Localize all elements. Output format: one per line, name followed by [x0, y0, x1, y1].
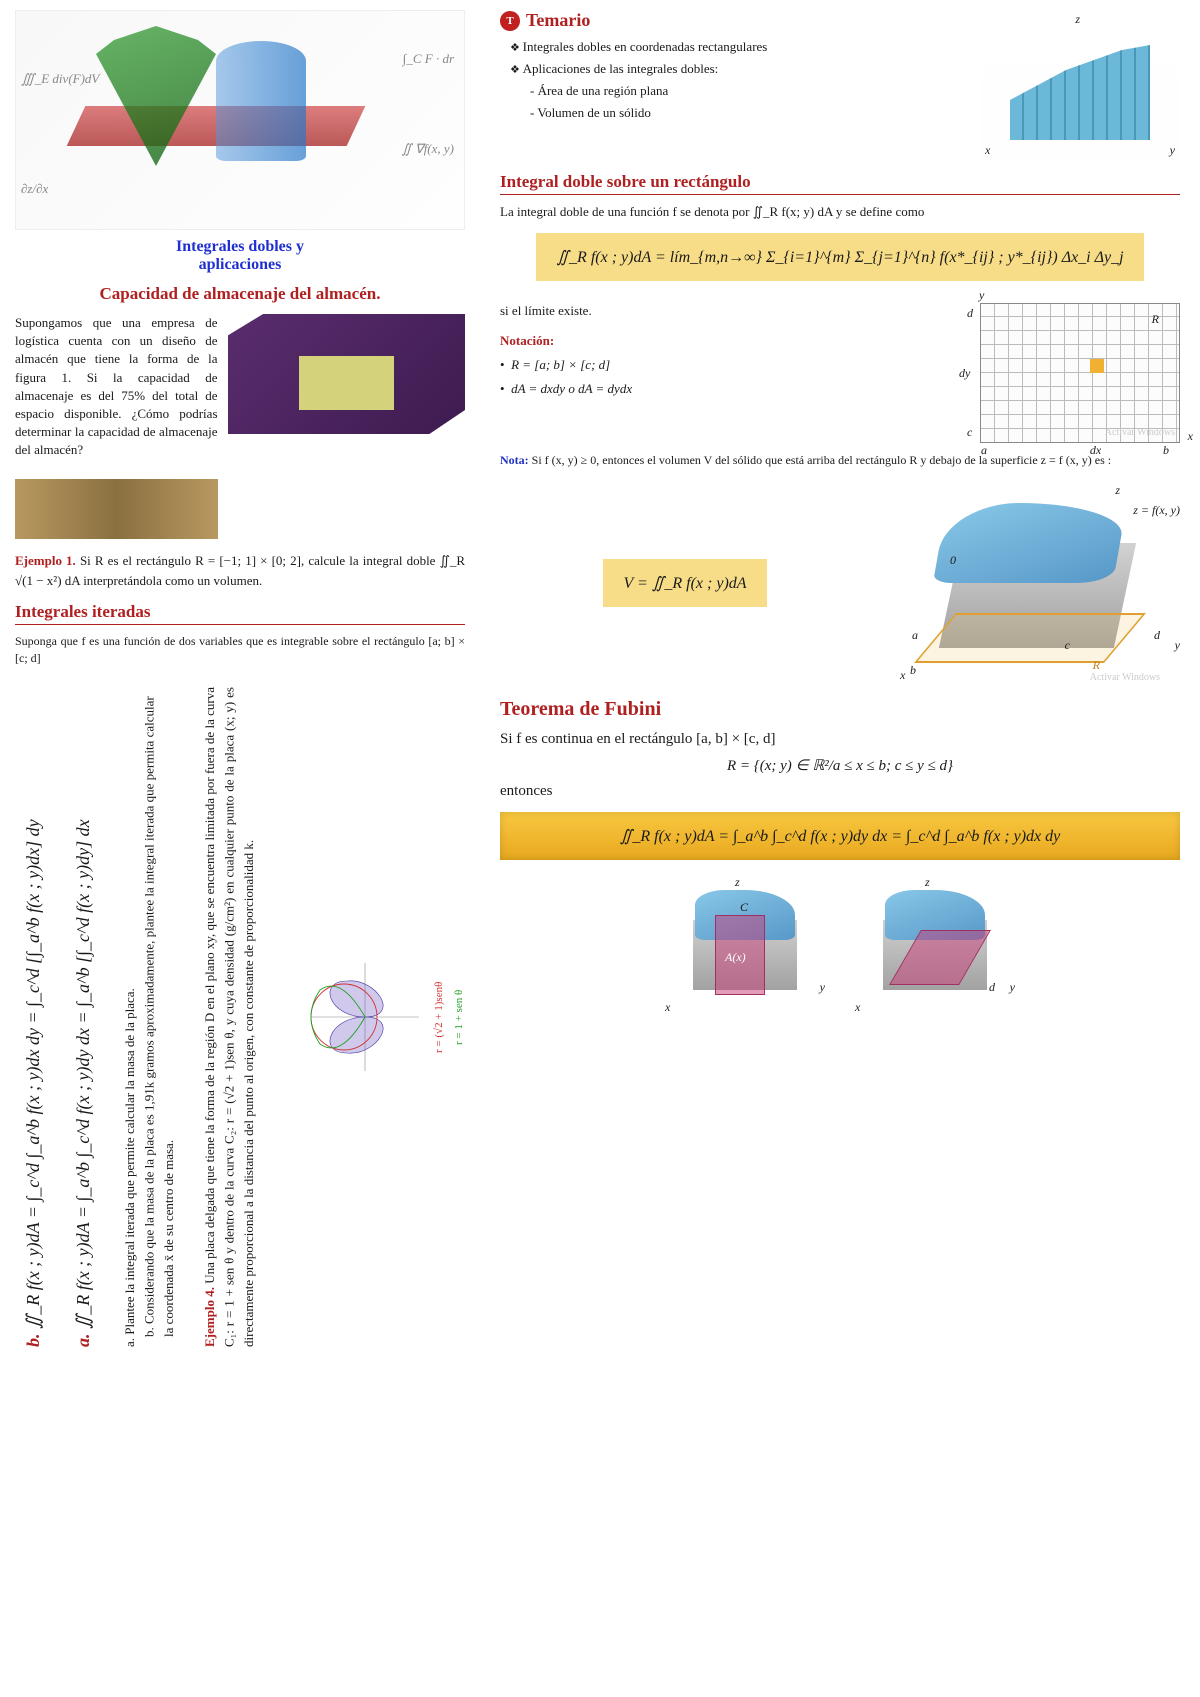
temario-heading: T Temario — [500, 10, 960, 31]
rotated-section: b. ∬_R f(x ; y)dA = ∫_c^d ∫_a^b f(x ; y)… — [15, 677, 465, 1357]
integral-doble-title: Integral doble sobre un rectángulo — [500, 172, 1180, 195]
header-3d-figure: ∭_E div(F)dV ∫_C F · dr ∬ ∇f(x, y) ∂z/∂x — [15, 10, 465, 230]
riemann-sum-figure: z y x — [980, 10, 1180, 160]
example-4-parts-column: a. Plantee la integral iterada que permi… — [115, 677, 195, 1357]
right-column: T Temario Integrales dobles en coordenad… — [480, 0, 1200, 1367]
slice-figure-x: C A(x) z x y — [665, 875, 825, 1015]
page-root: ∭_E div(F)dV ∫_C F · dr ∬ ∇f(x, y) ∂z/∂x… — [0, 0, 1200, 1367]
integral-doble-intro: La integral doble de una función f se de… — [500, 203, 1180, 221]
formula-a: ∬_R f(x ; y)dA = ∫_a^b ∫_c^d f(x ; y)dy … — [73, 819, 93, 1329]
purple-building-shape — [228, 314, 466, 434]
riemann-formula: ∬_R f(x ; y)dA = lím_{m,n→∞} Σ_{i=1}^{m}… — [536, 233, 1143, 281]
temario-item-2: Aplicaciones de las integrales dobles: — [510, 61, 960, 77]
temario-block: T Temario Integrales dobles en coordenad… — [500, 10, 960, 127]
notacion-title: Notación: — [500, 333, 960, 349]
partial-label: ∂z/∂x — [21, 181, 48, 197]
volume-row: V = ∬_R f(x ; y)dA z z = f(x, y) a b c d… — [500, 483, 1180, 683]
temario-row: T Temario Integrales dobles en coordenad… — [500, 10, 1180, 160]
fubini-setdef: R = {(x; y) ∈ ℝ²/a ≤ x ≤ b; c ≤ y ≤ d} — [500, 756, 1180, 775]
nota-text: Si f (x, y) ≥ 0, entonces el volumen V d… — [532, 453, 1111, 467]
temario-list: Integrales dobles en coordenadas rectang… — [500, 39, 960, 121]
fubini-formula: ∬_R f(x ; y)dA = ∫_a^b ∫_c^d f(x ; y)dy … — [500, 812, 1180, 860]
warehouse-figure — [228, 314, 466, 474]
example-4-part-b: b. Considerando que la masa de la placa … — [140, 687, 179, 1337]
riemann-bars-shape — [1010, 40, 1150, 140]
temario-sub-1: Área de una región plana — [510, 83, 960, 99]
notation-row: si el límite existe. Notación: • R = [a;… — [500, 303, 1180, 443]
notacion-1: • R = [a; b] × [c; d] — [500, 357, 960, 373]
nota-block: Nota: Si f (x, y) ≥ 0, entonces el volum… — [500, 453, 1180, 468]
example-4-label: Ejemplo 4. — [202, 1287, 217, 1347]
volume-formula: V = ∬_R f(x ; y)dA — [603, 559, 766, 607]
iteradas-title: Integrales iteradas — [15, 602, 465, 625]
grad-integral-label: ∬ ∇f(x, y) — [401, 141, 454, 157]
example-1-text: Si R es el rectángulo R = [−1; 1] × [0; … — [15, 553, 465, 588]
rectangle-grid-figure: y x a b c d R dy dx Activar Windows — [980, 303, 1180, 443]
notation-block: si el límite existe. Notación: • R = [a;… — [500, 303, 960, 397]
example-1-label: Ejemplo 1. — [15, 553, 76, 568]
temario-item-1: Integrales dobles en coordenadas rectang… — [510, 39, 960, 55]
riemann-formula-wrap: ∬_R f(x ; y)dA = lím_{m,n→∞} Σ_{i=1}^{m}… — [500, 221, 1180, 293]
example-1: Ejemplo 1. Si R es el rectángulo R = [−1… — [15, 551, 465, 590]
watermark-2: Activar Windows — [1090, 672, 1160, 683]
iteradas-text: Suponga que f es una función de dos vari… — [15, 633, 465, 667]
formula-b: ∬_R f(x ; y)dA = ∫_c^d ∫_a^b f(x ; y)dx … — [23, 819, 43, 1329]
line-integral-label: ∫_C F · dr — [403, 51, 454, 67]
formula-b-label: b. — [23, 1333, 43, 1347]
title-line-1: Integrales dobles y — [176, 238, 304, 255]
formula-a-label: a. — [73, 1333, 93, 1347]
fubini-slice-figures: C A(x) z x y z x y d — [500, 875, 1180, 1015]
div-formula-label: ∭_E div(F)dV — [21, 71, 99, 87]
main-title: Integrales dobles y aplicaciones — [15, 238, 465, 274]
fubini-intro: Si f es continua en el rectángulo [a, b]… — [500, 731, 1180, 748]
temario-sub-2: Volumen de un sólido — [510, 105, 960, 121]
yellow-door-shape — [299, 356, 394, 410]
example-4-text: Una placa delgada que tiene la forma de … — [202, 687, 256, 1347]
temario-icon: T — [500, 11, 520, 31]
title-line-2: aplicaciones — [199, 256, 282, 273]
notacion-2: • dA = dxdy o dA = dydx — [500, 381, 960, 397]
grid-highlight-cell — [1090, 359, 1104, 373]
volume-surface-figure: z z = f(x, y) a b c d R x y 0 Activar Wi… — [900, 483, 1180, 683]
capacity-title: Capacidad de almacenaje del almacén. — [15, 284, 465, 304]
warehouse-row: Supongamos que una empresa de logística … — [15, 314, 465, 474]
temario-title: Temario — [526, 10, 590, 31]
surf-top-shape — [933, 503, 1127, 583]
left-column: ∭_E div(F)dV ∫_C F · dr ∬ ∇f(x, y) ∂z/∂x… — [0, 0, 480, 1367]
warehouse-text: Supongamos que una empresa de logística … — [15, 314, 218, 474]
warehouse-photo-placeholder — [15, 479, 218, 539]
polar-curves-svg — [275, 957, 455, 1077]
slice-figure-y: z x y d — [855, 875, 1015, 1015]
watermark-1: Activar Windows — [1105, 427, 1175, 438]
blue-cylinder-shape — [216, 41, 306, 161]
formula-a-column: a. ∬_R f(x ; y)dA = ∫_a^b ∫_c^d f(x ; y)… — [65, 677, 115, 1357]
fubini-title: Teorema de Fubini — [500, 698, 1180, 723]
formula-b-column: b. ∬_R f(x ; y)dA = ∫_c^d ∫_a^b f(x ; y)… — [15, 677, 65, 1357]
surf-base-shape — [914, 613, 1146, 663]
limite-text: si el límite existe. — [500, 303, 960, 319]
fubini-entonces: entonces — [500, 783, 1180, 800]
polar-graph-column: r = (√2 + 1)senθ r = 1 + sen θ — [305, 677, 465, 1357]
nota-label: Nota: — [500, 453, 529, 467]
example-4-part-a: a. Plantee la integral iterada que permi… — [120, 687, 140, 1347]
